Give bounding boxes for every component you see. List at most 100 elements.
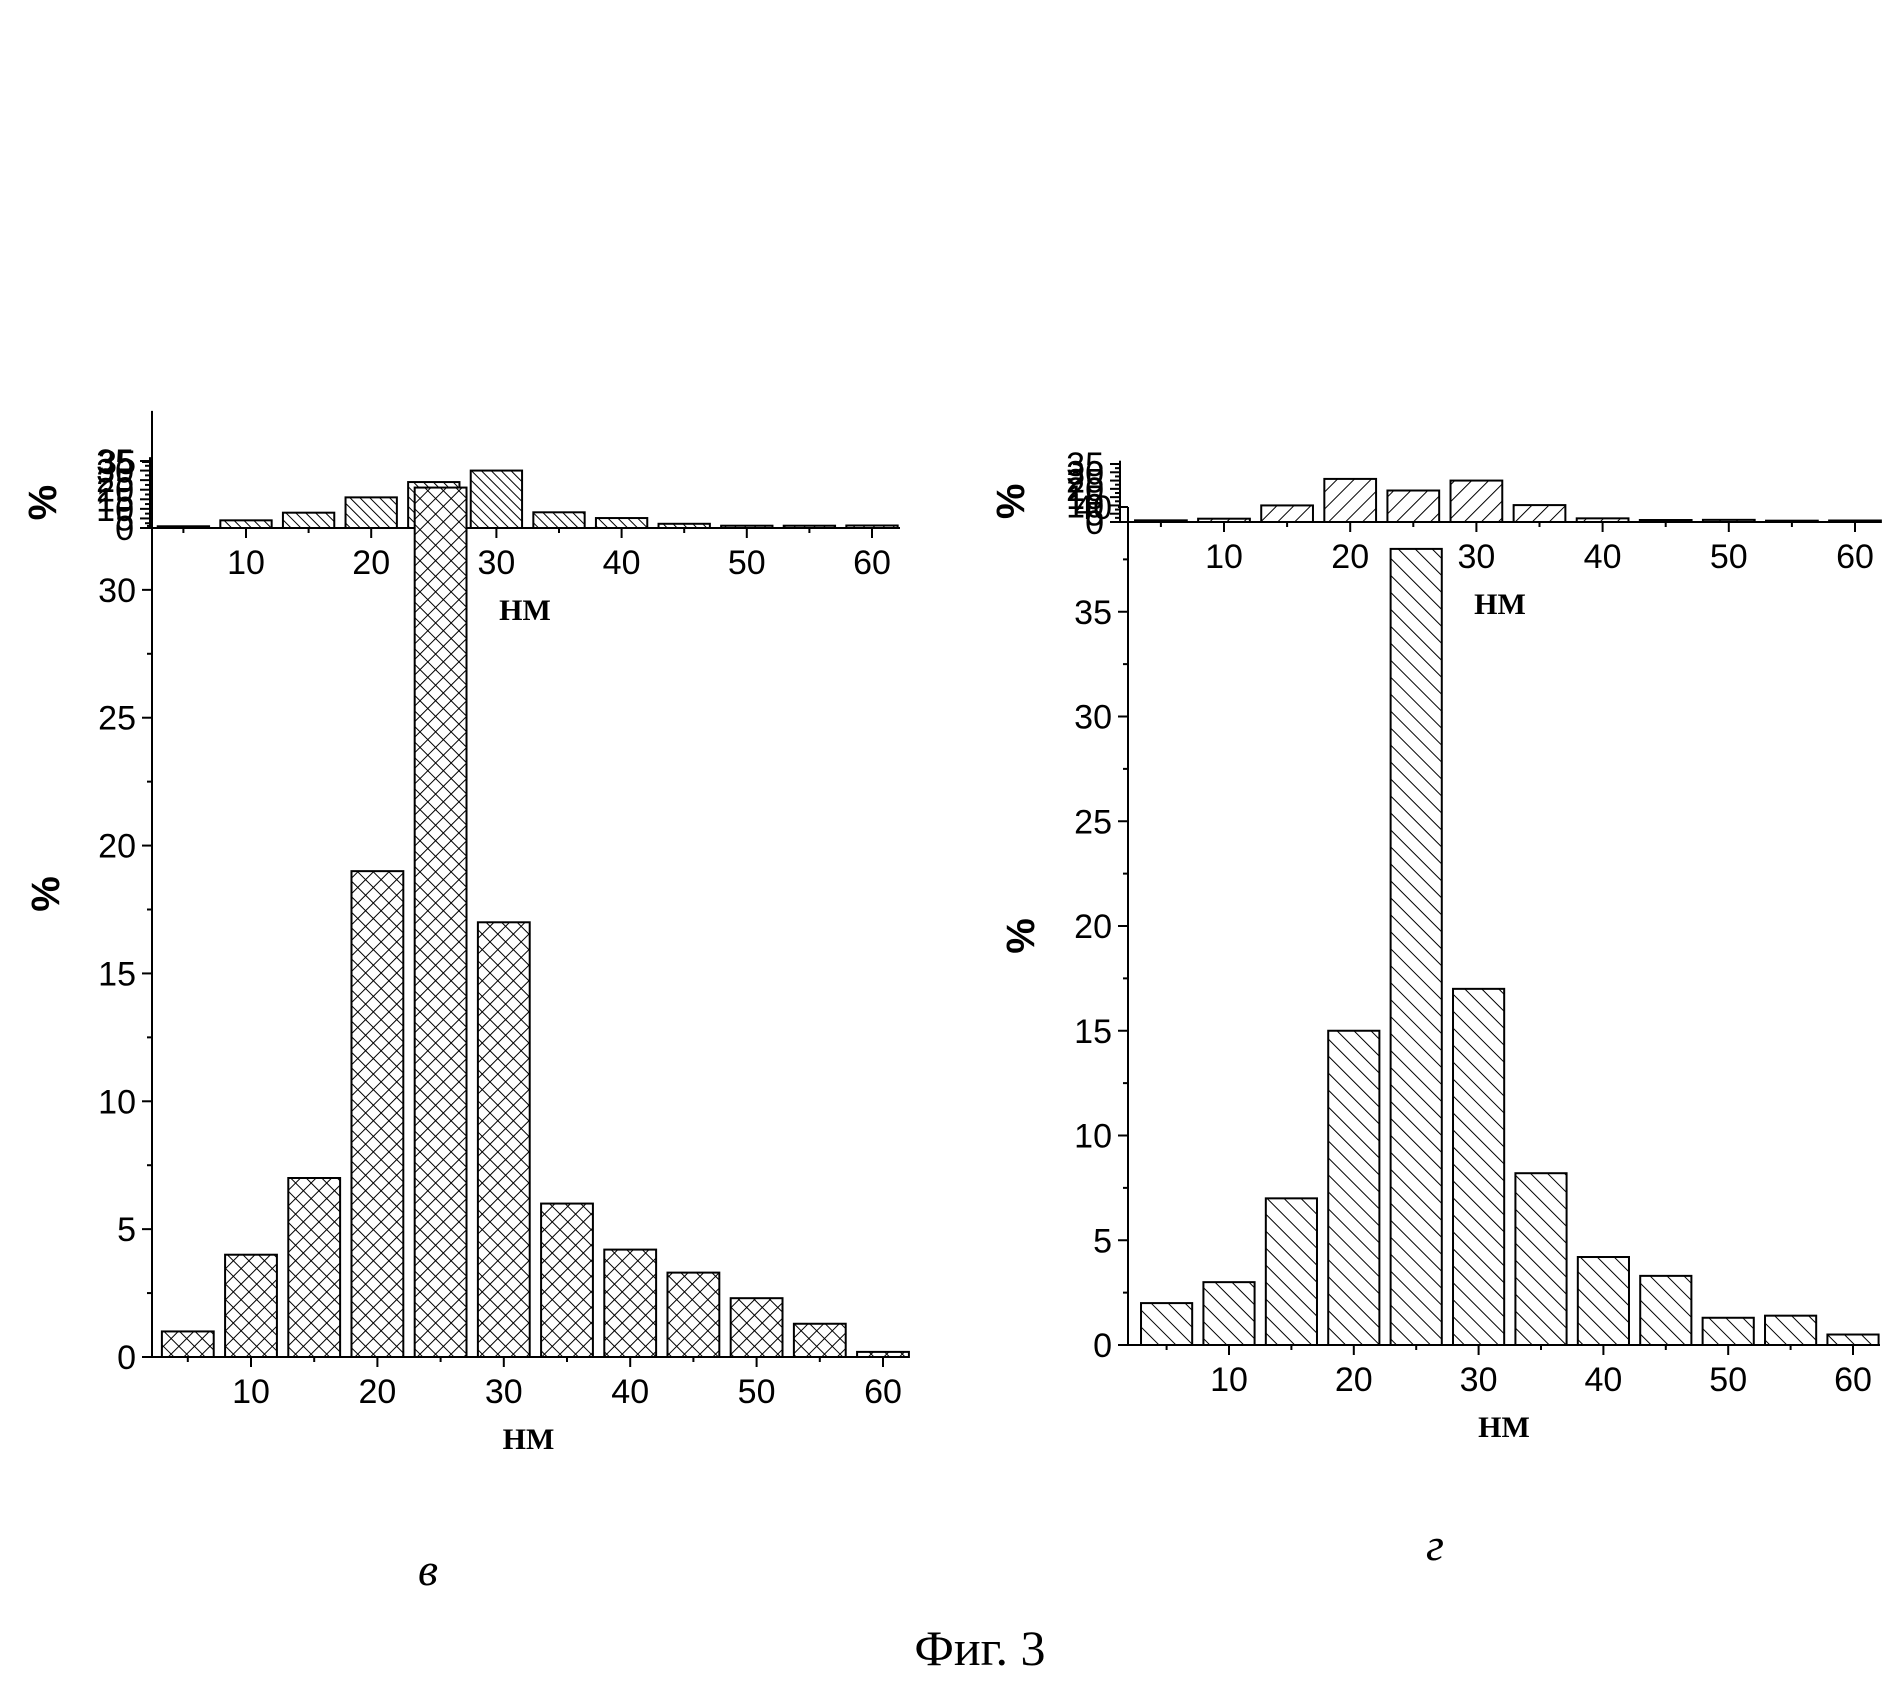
x-tick-label: 60 [864,1373,902,1411]
bar-45 [1640,520,1692,522]
y-tick-label: 35 [1066,446,1104,484]
bar-5 [1141,1303,1192,1345]
bar-20 [1324,479,1376,522]
bar-35 [533,512,584,528]
bar-15 [1266,1198,1317,1345]
bar-55 [784,526,835,528]
x-tick-label: 20 [1331,538,1369,576]
bar-40 [1578,1257,1629,1345]
bar-60 [1827,1335,1878,1345]
y-axis-title: % [999,918,1043,954]
x-tick-label: 10 [227,544,265,582]
x-tick-label: 40 [1584,538,1622,576]
bar-60 [846,526,897,528]
y-tick-label: 5 [117,1211,136,1249]
bar-45 [667,1273,719,1357]
x-tick-label: 40 [603,544,641,582]
y-tick-label: 10 [1074,1118,1112,1156]
x-tick-label: 50 [1710,538,1748,576]
bar-55 [1765,1316,1816,1345]
bar-50 [721,526,772,528]
bar-45 [659,524,710,528]
bar-15 [283,513,334,528]
x-tick-label: 60 [1834,1361,1872,1399]
panel-label: г [1426,1519,1444,1570]
x-tick-label: 20 [1335,1361,1373,1399]
bar-30 [478,922,530,1357]
bar-30 [1451,481,1503,522]
bar-55 [794,1324,846,1357]
x-tick-label: 50 [738,1373,776,1411]
y-tick-label: 0 [117,1339,136,1377]
x-tick-label: 20 [358,1373,396,1411]
x-axis-title: НМ [1474,588,1526,621]
x-tick-label: 50 [728,544,766,582]
x-tick-label: 10 [1210,1361,1248,1399]
y-tick-label: 25 [98,700,136,738]
x-tick-label: 10 [232,1373,270,1411]
bar-5 [162,1331,214,1357]
y-tick-label: 20 [1074,908,1112,946]
bar-50 [1703,520,1755,522]
y-axis-title: % [24,876,68,912]
bar-60 [857,1352,909,1357]
bar-10 [1198,519,1250,522]
bar-60 [1829,521,1881,522]
bar-15 [288,1178,340,1357]
y-tick-label: 0 [1093,1327,1112,1365]
y-tick-label: 30 [1074,699,1112,737]
bar-30 [1453,989,1504,1345]
x-axis-title: НМ [1478,1411,1530,1444]
bar-5 [158,526,209,528]
bar-35 [1515,1173,1566,1345]
chart-panel-g: 0 5 10 15 20 25 30 35 40 10 20 30 40 50 60 НМ% г [999,489,1880,1570]
y-tick-label: 40 [1074,489,1112,527]
bar-55 [1766,521,1818,522]
bar-25 [1391,549,1442,1345]
x-tick-label: 40 [1584,1361,1622,1399]
panel-label: в [418,1544,438,1595]
y-tick-label: 35 [1074,594,1112,632]
x-tick-label: 50 [1709,1361,1747,1399]
bar-10 [225,1255,277,1357]
bar-40 [596,518,647,528]
bar-35 [1514,505,1566,522]
bar-40 [604,1250,656,1357]
bar-40 [1577,518,1629,522]
y-tick-label: 5 [1093,1222,1112,1260]
y-tick-label: 25 [1074,803,1112,841]
bar-5 [1135,520,1187,522]
bar-35 [541,1204,593,1357]
x-tick-label: 30 [485,1373,523,1411]
bar-15 [1261,505,1313,522]
x-tick-label: 60 [853,544,891,582]
bar-25 [1387,491,1439,522]
x-axis-title: НМ [503,1423,555,1456]
y-axis-title: % [989,484,1033,520]
figure-caption: Фиг. 3 [914,1620,1045,1676]
bar-50 [1703,1318,1754,1345]
y-tick-label: 30 [98,572,136,610]
y-tick-label: 15 [1074,1013,1112,1051]
x-tick-label: 30 [1457,538,1495,576]
x-tick-label: 10 [1205,538,1243,576]
y-axis-title: % [21,485,65,521]
y-tick-label: 10 [98,1083,136,1121]
x-tick-label: 30 [477,544,515,582]
x-tick-label: 40 [611,1373,649,1411]
bar-30 [471,471,522,528]
bar-25 [415,488,467,1357]
bar-10 [220,520,271,528]
bar-50 [731,1298,783,1357]
y-tick-label: 35 [98,444,136,482]
x-tick-label: 30 [1460,1361,1498,1399]
x-tick-label: 20 [352,544,390,582]
y-tick-label: 20 [98,828,136,866]
x-axis-title: НМ [499,594,551,627]
chart-panel-v: 0 5 10 15 20 25 30 35 10 20 30 40 50 60 НМ% в [24,411,909,1595]
x-tick-label: 60 [1836,538,1874,576]
bar-20 [1328,1031,1379,1345]
bar-45 [1640,1276,1691,1345]
y-tick-label: 15 [98,955,136,993]
